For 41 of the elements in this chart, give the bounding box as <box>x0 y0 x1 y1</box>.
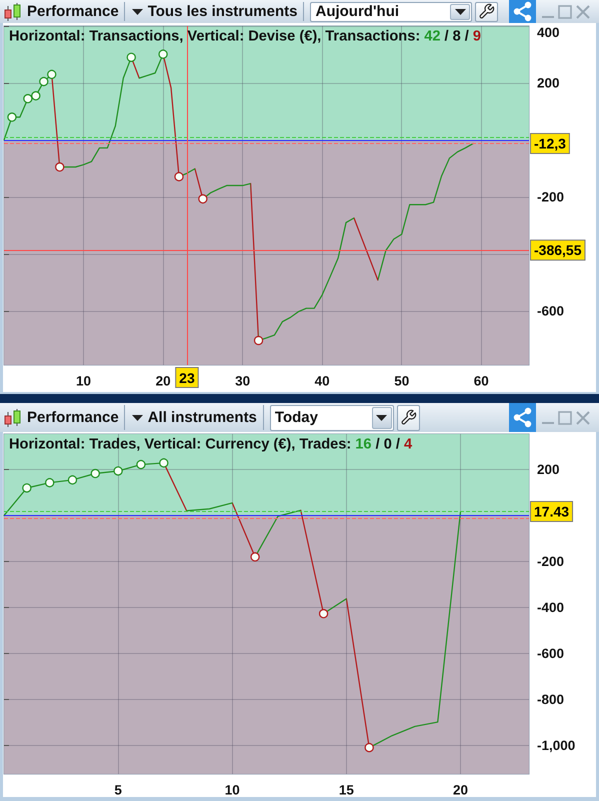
chart-title: Performance <box>27 3 119 20</box>
point <box>90 468 100 478</box>
x-tick-label: 5 <box>114 782 122 798</box>
x-tick-label: 10 <box>224 782 240 798</box>
y-tick-label: 400 <box>537 25 560 40</box>
x-tick-label: 60 <box>474 374 489 388</box>
x-tick-label: 40 <box>314 374 330 388</box>
y-tick-label: -800 <box>537 692 564 707</box>
ref-line-label: 17.43 <box>534 504 570 520</box>
x-tick-label: 15 <box>338 782 354 798</box>
text: Tous les instruments <box>148 3 298 20</box>
x-tick-label: 20 <box>156 374 171 388</box>
point <box>136 460 146 470</box>
y-tick-label: -200 <box>537 554 564 569</box>
dropdown-field: Today <box>270 404 394 430</box>
point <box>159 458 168 468</box>
x-tick-label: 20 <box>453 782 468 798</box>
ref-line-label: 23 <box>179 370 195 386</box>
point <box>114 466 123 476</box>
chart-title: Performance <box>27 409 119 426</box>
y-tick-label: -200 <box>537 189 564 204</box>
dropdown-field: Aujourd'hui <box>310 2 472 22</box>
x-tick-label: 10 <box>76 374 92 388</box>
point <box>318 609 328 618</box>
point <box>22 483 32 493</box>
y-tick-label: 200 <box>537 75 560 90</box>
x-tick-label: 50 <box>394 374 410 388</box>
x-tick-label: 30 <box>235 374 250 388</box>
point <box>68 475 78 485</box>
y-tick-label: -600 <box>537 646 564 661</box>
point <box>364 742 374 752</box>
y-tick-label: 200 <box>537 462 560 478</box>
y-tick-label: -400 <box>537 600 564 615</box>
y-tick-label: -600 <box>537 303 564 318</box>
point <box>250 552 260 562</box>
y-tick-label: -1,000 <box>537 738 576 753</box>
chart-subtitle: Horizontal: Trades, Vertical: Currency (€), Trades: 16 / 0 / 4 <box>9 436 413 452</box>
ref-line-label: -12,3 <box>534 135 566 152</box>
ref-line-label: -386,55 <box>534 242 582 258</box>
text: All instruments <box>148 409 257 426</box>
point <box>45 478 54 488</box>
